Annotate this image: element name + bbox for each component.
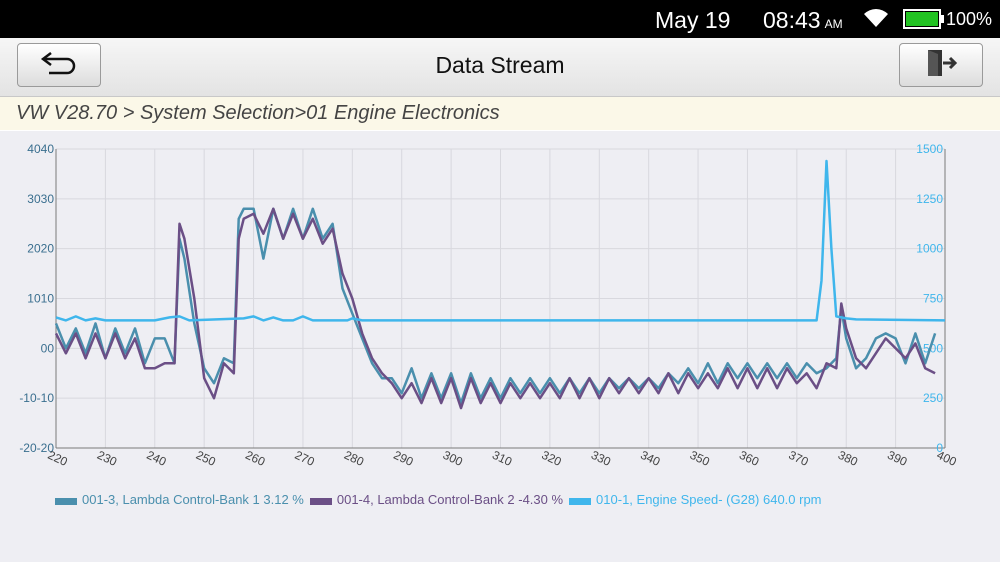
- x-tick-label: 360: [737, 448, 761, 469]
- exit-door-icon: [924, 48, 958, 83]
- x-tick-label: 260: [243, 448, 267, 469]
- x-tick-label: 310: [490, 448, 514, 469]
- legend-item-series-2: 001-4, Lambda Control-Bank 2 -4.30 %: [309, 492, 564, 507]
- breadcrumb-text: VW V28.70 > System Selection>01 Engine E…: [16, 102, 500, 124]
- x-tick-label: 380: [836, 448, 860, 469]
- x-tick-label: 290: [391, 448, 415, 469]
- breadcrumb: VW V28.70 > System Selection>01 Engine E…: [0, 97, 1000, 130]
- x-tick-label: 320: [540, 448, 564, 469]
- x-tick-label: 340: [638, 448, 662, 469]
- data-stream-chart: -20-20 -10-10 00 1010 2020 3030 4040 0 250 500 750…: [19, 142, 959, 469]
- y-left-tick-label: 2020: [27, 242, 54, 256]
- x-tick-label: 300: [441, 448, 465, 469]
- back-button[interactable]: [17, 43, 101, 87]
- x-tick-label: 330: [589, 448, 613, 469]
- x-tick-label: 280: [342, 448, 366, 469]
- series-line-2: [54, 207, 936, 410]
- series-line-3: [55, 159, 946, 322]
- status-ampm: AM: [824, 17, 843, 31]
- x-tick-label: 400: [935, 448, 959, 469]
- title-bar: Data Stream: [0, 38, 1000, 97]
- y-left-tick-label: 3030: [27, 192, 54, 206]
- exit-button[interactable]: [899, 43, 983, 87]
- x-tick-label: 390: [885, 448, 909, 469]
- legend-swatch-series-1: [55, 497, 77, 505]
- y-left-tick-label: -20-20: [19, 441, 54, 455]
- chart-legend: 001-3, Lambda Control-Bank 1 3.12 % 001-…: [55, 492, 828, 507]
- status-date: May 19: [655, 7, 731, 33]
- legend-label-series-1: 001-3, Lambda Control-Bank 1 3.12 %: [82, 492, 304, 507]
- x-tick-label: 370: [786, 448, 810, 469]
- y-right-tick-label: 1500: [916, 142, 943, 156]
- x-tick-label: 350: [688, 448, 712, 469]
- y-right-tick-label: 1250: [916, 192, 943, 206]
- status-bar: May 19 08:43 AM 100%: [0, 0, 1000, 38]
- x-tick-label: 250: [194, 448, 218, 469]
- y-left-tick-label: 1010: [27, 292, 54, 306]
- y-left-tick-label: 00: [41, 341, 55, 355]
- wifi-icon: [862, 7, 890, 34]
- battery-percent: 100%: [946, 9, 993, 29]
- y-left-tick-label: 4040: [27, 142, 54, 156]
- y-right-tick-label: 0: [936, 441, 943, 455]
- x-tick-label: 240: [144, 448, 168, 469]
- legend-swatch-series-3: [569, 497, 592, 505]
- back-arrow-icon: [39, 50, 79, 81]
- legend-item-series-1: 001-3, Lambda Control-Bank 1 3.12 %: [55, 492, 304, 507]
- y-right-tick-label: 500: [923, 341, 943, 355]
- y-right-tick-label: 250: [923, 391, 943, 405]
- legend-item-series-3: 010-1, Engine Speed- (G28) 640.0 rpm: [569, 492, 822, 507]
- legend-label-series-3: 010-1, Engine Speed- (G28) 640.0 rpm: [596, 492, 822, 507]
- y-right-tick-label: 750: [923, 292, 943, 306]
- page-title: Data Stream: [435, 52, 565, 78]
- y-left-tick-label: -10-10: [19, 391, 54, 405]
- legend-swatch-series-2: [309, 497, 332, 505]
- y-right-tick-label: 1000: [916, 242, 943, 256]
- status-time: 08:43 AM: [763, 7, 843, 33]
- legend-label-series-2: 001-4, Lambda Control-Bank 2 -4.30 %: [336, 492, 564, 507]
- x-tick-label: 230: [95, 448, 119, 469]
- x-tick-label: 270: [293, 448, 317, 469]
- battery-icon: [903, 9, 945, 34]
- series-line-1: [54, 207, 937, 405]
- x-tick-label: 220: [46, 448, 70, 469]
